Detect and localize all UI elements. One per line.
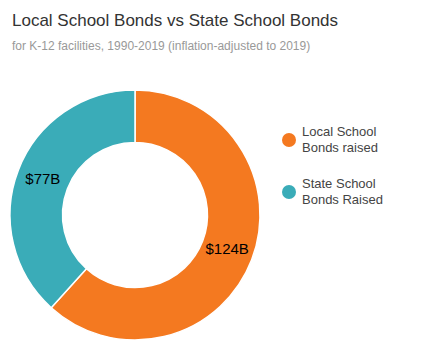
legend-swatch (282, 133, 296, 147)
legend-label-line: Bonds Raised (302, 192, 383, 207)
slice (10, 90, 135, 308)
legend-label-line: Bonds raised (302, 140, 378, 155)
title: Local School Bonds vs State School Bonds (12, 11, 338, 30)
data-labels: $124B $77B (25, 170, 249, 258)
data-label: $124B (205, 240, 248, 257)
legend-label: Local SchoolBonds raised (302, 124, 378, 155)
subtitle: for K-12 facilities, 1990-2019 (inflatio… (12, 39, 310, 53)
legend-swatch (282, 185, 296, 199)
legend-item: State SchoolBonds Raised (282, 176, 383, 207)
legend: Local SchoolBonds raisedState SchoolBond… (282, 124, 383, 207)
data-label: $77B (25, 170, 60, 187)
legend-item: Local SchoolBonds raised (282, 124, 378, 155)
legend-label-line: Local School (302, 124, 377, 139)
donut (10, 90, 260, 340)
chart: Local School Bonds vs State School Bonds… (0, 0, 424, 361)
legend-label: State SchoolBonds Raised (302, 176, 383, 207)
legend-label-line: State School (302, 176, 376, 191)
